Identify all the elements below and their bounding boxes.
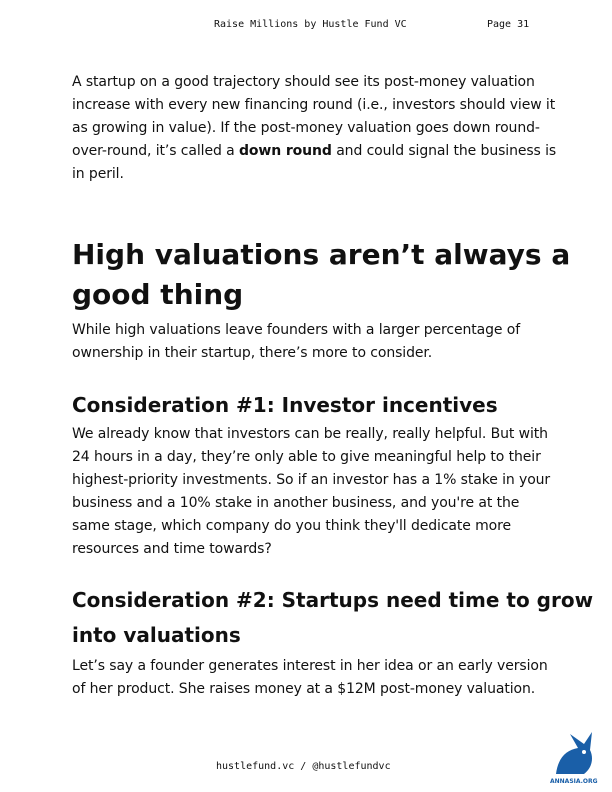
paragraph-line: While high valuations leave founders wit… [72, 322, 521, 338]
paragraph-line: 24 hours in a day, they’re only able to … [72, 449, 541, 465]
paragraph-line: business and a 10% stake in another busi… [72, 495, 520, 511]
paragraph-line: resources and time towards? [72, 541, 272, 557]
paragraph-line: Let’s say a founder generates interest i… [72, 658, 548, 674]
paragraph-line: A startup on a good trajectory should se… [72, 74, 535, 90]
logo-text: ANNASIA.ORG [550, 778, 598, 785]
paragraph-line: as growing in value). If the post-money … [72, 120, 540, 136]
text: over-round, it’s called a [72, 143, 239, 159]
header-title: Raise Millions by Hustle Fund VC [214, 19, 407, 30]
logo [556, 732, 592, 774]
paragraph-line: highest-priority investments. So if an i… [72, 472, 551, 488]
paragraph-line: of her product. She raises money at a $1… [72, 681, 536, 697]
heading-line: Consideration #1: Investor incentives [72, 393, 498, 417]
bold-term: down round [238, 143, 332, 159]
paragraph-line: increase with every new financing round … [72, 97, 556, 113]
paragraph-line: in peril. [72, 166, 124, 182]
page-number: Page 31 [487, 19, 530, 30]
text: and could signal the business is [331, 143, 557, 159]
footer: hustlefund.vc / @hustlefundvc [216, 761, 391, 772]
paragraph-line: over-round, it’s called a down round and… [72, 143, 556, 159]
heading-line: into valuations [72, 623, 241, 647]
heading-line: High valuations aren’t always a [72, 238, 571, 271]
paragraph-line: We already know that investors can be re… [72, 426, 548, 442]
paragraph-line: same stage, which company do you think t… [72, 518, 512, 534]
heading-line: Consideration #2: Startups need time to … [72, 588, 594, 612]
paragraph-line: ownership in their startup, there’s more… [72, 345, 433, 361]
heading-line: good thing [72, 278, 244, 311]
